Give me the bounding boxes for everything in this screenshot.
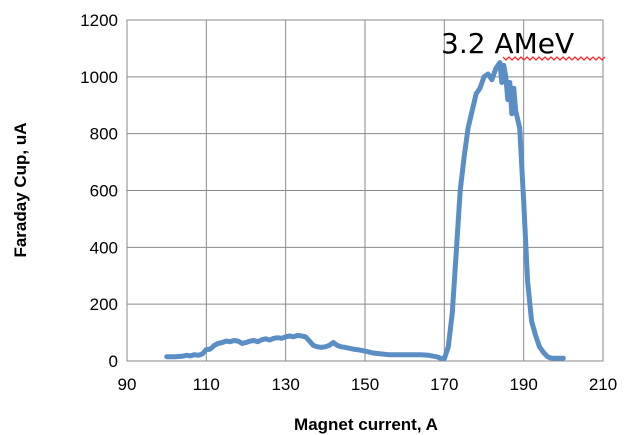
annotation-spellcheck-underline — [502, 56, 606, 61]
y-tick-label: 0 — [109, 352, 118, 371]
x-tick-label: 130 — [271, 375, 299, 394]
x-tick-label: 90 — [118, 375, 137, 394]
energy-annotation: 3.2 AMeV — [441, 27, 574, 60]
x-tick-label: 210 — [589, 375, 617, 394]
y-tick-label: 600 — [90, 182, 118, 201]
y-axis-ticks: 0 200 400 600 800 1000 1200 — [80, 11, 118, 371]
y-tick-label: 1000 — [80, 68, 118, 87]
y-tick-label: 400 — [90, 238, 118, 257]
y-tick-label: 200 — [90, 295, 118, 314]
y-axis-title: Faraday Cup, uA — [11, 122, 30, 257]
x-tick-label: 170 — [430, 375, 458, 394]
y-tick-label: 800 — [90, 125, 118, 144]
faraday-cup-series-line — [164, 60, 566, 362]
x-axis-ticks: 90 110 130 150 170 190 210 — [118, 375, 618, 394]
x-tick-label: 150 — [351, 375, 379, 394]
y-tick-label: 1200 — [80, 11, 118, 30]
plot-area-frame — [126, 19, 604, 362]
x-axis-title: Magnet current, A — [294, 415, 438, 434]
x-tick-label: 110 — [193, 375, 220, 394]
x-tick-label: 190 — [509, 375, 537, 394]
